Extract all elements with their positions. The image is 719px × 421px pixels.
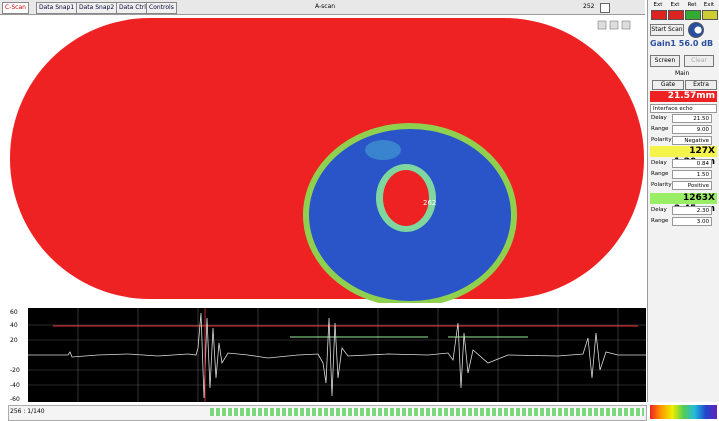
field-label: Range <box>651 125 671 134</box>
zoom-icon[interactable] <box>598 21 606 29</box>
gate-reading: 1263X 2.45mm <box>650 193 717 204</box>
y-tick-label: -20 <box>10 367 20 374</box>
field-value[interactable]: 3.00 <box>672 217 712 226</box>
top-button[interactable] <box>651 10 667 20</box>
pan-icon[interactable] <box>610 21 618 29</box>
header-checkbox[interactable] <box>600 3 610 13</box>
top-button[interactable] <box>685 10 701 20</box>
field-value[interactable]: Negative <box>672 136 712 145</box>
field-label: Range <box>651 217 671 226</box>
gate-reading: 21.57mm <box>650 91 717 102</box>
field-label: Range <box>651 170 671 179</box>
top-button[interactable] <box>668 10 684 20</box>
cscan-blob <box>365 140 401 160</box>
y-tick-label: -60 <box>10 396 20 402</box>
field-value[interactable]: 9.00 <box>672 125 712 134</box>
top-button-label: Ext <box>667 2 683 8</box>
field-label: Delay <box>651 159 671 168</box>
ascan-view: 60 40 20 -20 -40 -60 <box>8 308 646 402</box>
app-window: {"tabs": ["C-Scan", "Data Snap1", "Data … <box>0 0 719 421</box>
field-label: Delay <box>651 114 671 123</box>
tab[interactable]: Data Ctrl <box>116 2 149 14</box>
top-button-label: Exit <box>701 2 717 8</box>
reset-icon[interactable] <box>622 21 630 29</box>
gate-reading: 127X 1.20mm <box>650 146 717 157</box>
y-tick-label: 20 <box>10 337 18 344</box>
header-center: A-scan <box>315 3 335 10</box>
field-value[interactable]: 2.30 <box>672 206 712 215</box>
status-text: 256 : 1/140 <box>10 408 45 415</box>
y-tick-label: 40 <box>10 322 18 329</box>
header-value: 252 <box>583 3 594 10</box>
cscan-marker: 262 <box>423 199 436 207</box>
progress-bar <box>210 408 644 416</box>
field-value[interactable]: 21.50 <box>672 114 712 123</box>
clear-button[interactable]: Clear <box>684 55 714 67</box>
tab[interactable]: C-Scan <box>2 2 29 14</box>
tab[interactable]: Data Snap1 <box>36 2 77 14</box>
y-tick-label: -40 <box>10 382 20 389</box>
field-value[interactable]: 1.50 <box>672 170 712 179</box>
main-label: Main <box>675 70 689 77</box>
top-button[interactable] <box>702 10 718 20</box>
y-tick-label: 60 <box>10 309 18 316</box>
gate-tab[interactable]: Gate <box>652 80 684 90</box>
top-button-label: Ret <box>684 2 700 8</box>
field-label: Polarity <box>651 181 671 190</box>
scan-indicator <box>688 22 704 38</box>
cscan-hole <box>383 170 429 226</box>
start-scan-button[interactable]: Start Scan <box>650 24 684 36</box>
tab[interactable]: Controls <box>146 2 177 14</box>
gate-tab[interactable]: Extra <box>685 80 717 90</box>
tab[interactable]: Data Snap2 <box>76 2 117 14</box>
color-scale <box>650 405 717 419</box>
gate-name: Interface echo <box>650 104 717 113</box>
gain-readout: Gain1 56.0 dB <box>650 39 713 48</box>
field-value[interactable]: Positive <box>672 181 712 190</box>
field-label: Polarity <box>651 136 671 145</box>
cscan-view: 262 <box>8 15 646 303</box>
field-label: Delay <box>651 206 671 215</box>
top-button-label: Ext <box>650 2 666 8</box>
field-value[interactable]: 0.84 <box>672 159 712 168</box>
screen-button[interactable]: Screen <box>650 55 680 67</box>
